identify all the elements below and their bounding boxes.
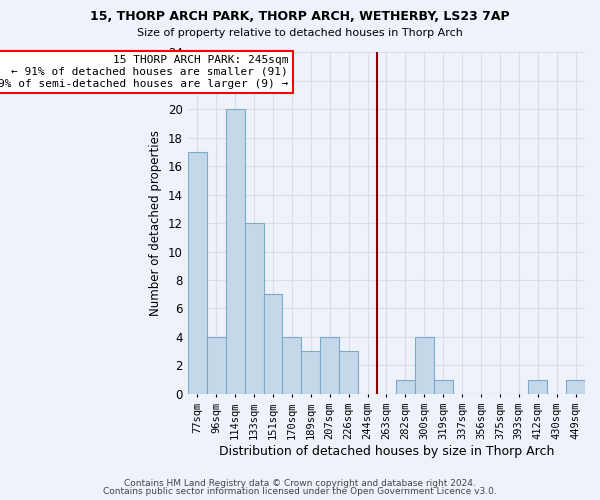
Bar <box>188 152 207 394</box>
Bar <box>415 337 434 394</box>
Bar <box>396 380 415 394</box>
Text: 15 THORP ARCH PARK: 245sqm
← 91% of detached houses are smaller (91)
9% of semi-: 15 THORP ARCH PARK: 245sqm ← 91% of deta… <box>0 56 288 88</box>
Bar <box>283 337 301 394</box>
Bar <box>301 351 320 394</box>
Bar <box>245 223 263 394</box>
Bar <box>263 294 283 394</box>
Bar <box>339 351 358 394</box>
Bar <box>207 337 226 394</box>
Bar <box>320 337 339 394</box>
Bar <box>434 380 452 394</box>
Text: Size of property relative to detached houses in Thorp Arch: Size of property relative to detached ho… <box>137 28 463 38</box>
Bar <box>226 110 245 394</box>
Text: Contains HM Land Registry data © Crown copyright and database right 2024.: Contains HM Land Registry data © Crown c… <box>124 478 476 488</box>
Text: Contains public sector information licensed under the Open Government Licence v3: Contains public sector information licen… <box>103 487 497 496</box>
Bar <box>528 380 547 394</box>
Y-axis label: Number of detached properties: Number of detached properties <box>149 130 163 316</box>
Text: 15, THORP ARCH PARK, THORP ARCH, WETHERBY, LS23 7AP: 15, THORP ARCH PARK, THORP ARCH, WETHERB… <box>90 10 510 23</box>
Bar <box>566 380 585 394</box>
X-axis label: Distribution of detached houses by size in Thorp Arch: Distribution of detached houses by size … <box>219 444 554 458</box>
